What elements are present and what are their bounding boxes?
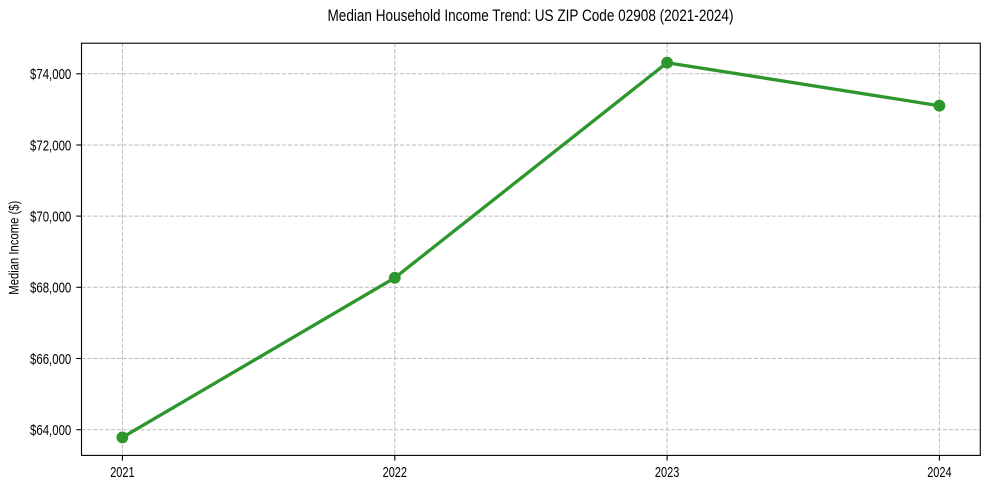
svg-text:2023: 2023: [655, 465, 679, 481]
svg-text:2024: 2024: [927, 465, 951, 481]
svg-text:2022: 2022: [383, 465, 407, 481]
svg-text:Median Income ($): Median Income ($): [7, 201, 23, 295]
svg-text:Median Household Income Trend:: Median Household Income Trend: US ZIP Co…: [328, 7, 734, 25]
svg-text:$72,000: $72,000: [30, 138, 71, 154]
svg-text:$66,000: $66,000: [30, 352, 71, 368]
svg-text:2021: 2021: [110, 465, 134, 481]
svg-text:$64,000: $64,000: [30, 423, 71, 439]
svg-text:$74,000: $74,000: [30, 67, 71, 83]
svg-text:$70,000: $70,000: [30, 209, 71, 225]
svg-text:$68,000: $68,000: [30, 281, 71, 297]
